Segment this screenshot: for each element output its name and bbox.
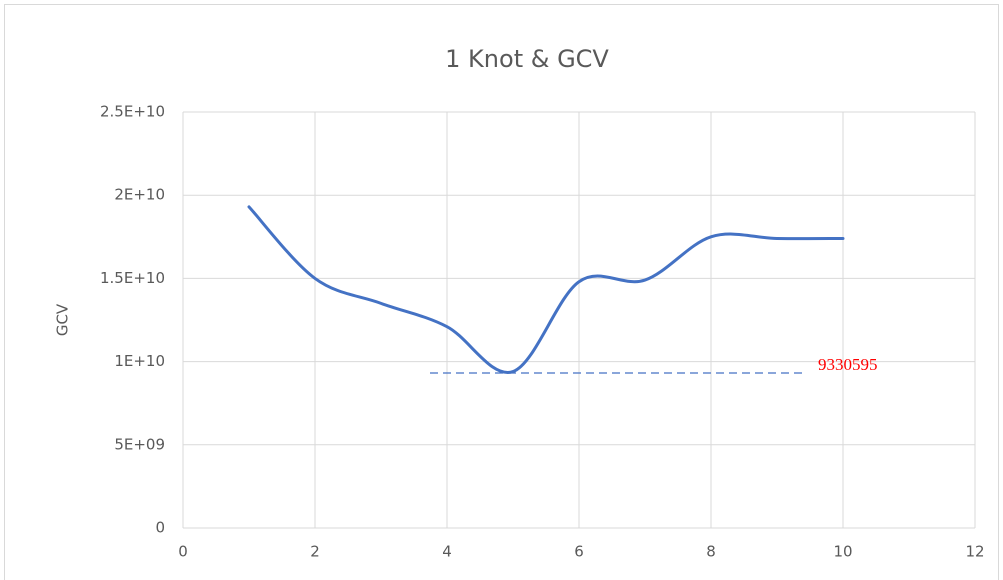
annotation: 9330595 xyxy=(818,355,878,374)
y-axis-label: GCV xyxy=(54,303,72,336)
x-tick-label: 10 xyxy=(833,543,852,561)
y-tick-label: 1.5E+10 xyxy=(100,269,165,287)
data-line xyxy=(247,205,845,374)
y-tick-label: 0 xyxy=(155,519,165,537)
x-tick-label: 0 xyxy=(178,543,188,561)
chart-border xyxy=(4,4,999,580)
chart-title: 1 Knot & GCV xyxy=(445,45,609,73)
y-tick-label: 2E+10 xyxy=(114,186,165,204)
y-tick-label: 2.5E+10 xyxy=(100,103,165,121)
x-tick-label: 2 xyxy=(310,543,320,561)
x-tick-label: 8 xyxy=(706,543,716,561)
x-tick-label: 6 xyxy=(574,543,584,561)
x-tick-label: 12 xyxy=(965,543,984,561)
x-tick-label: 4 xyxy=(442,543,452,561)
y-tick-label: 5E+09 xyxy=(114,435,165,453)
y-tick-label: 1E+10 xyxy=(114,352,165,370)
